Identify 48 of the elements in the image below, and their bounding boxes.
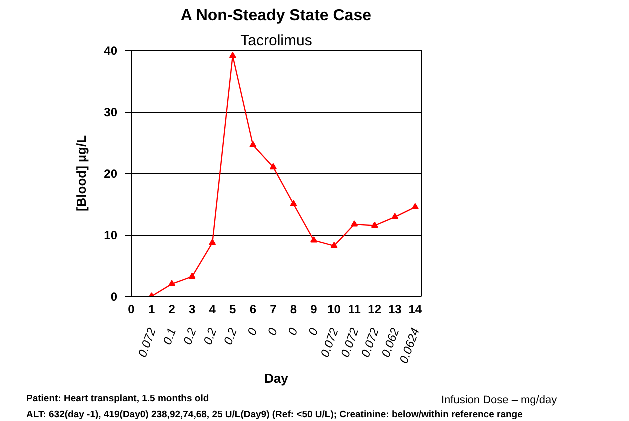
point [330, 242, 338, 248]
text: 0.1 [160, 326, 180, 347]
point [290, 200, 298, 206]
text: 0.2 [221, 326, 240, 347]
chart-title: A Non-Steady State Case [180, 8, 372, 24]
x-tick-label: 2 [168, 302, 176, 316]
text: 0.072 [135, 326, 159, 360]
text: 0.2 [200, 326, 220, 347]
text: Infusion Dose – mg/day [442, 394, 558, 406]
y-axis-title: [Blood] µg/L [74, 135, 90, 212]
x-tick-label: 6 [250, 302, 257, 316]
x-tick-label: 12 [368, 302, 382, 316]
text: 0 [265, 326, 281, 338]
x-tick-label: 4 [209, 302, 216, 316]
y-tick-label: 0 [110, 290, 118, 304]
point [412, 203, 419, 210]
x-tick-label: 3 [189, 302, 196, 316]
point [188, 272, 196, 280]
x-tick-label: 9 [310, 302, 318, 316]
y-tick-label: 40 [104, 44, 118, 58]
point [371, 222, 378, 228]
text: 0 [244, 326, 260, 338]
point [229, 52, 236, 58]
text: ALT: 632(day -1), 419(Day0) 238,92,74,68, 25 U/L(Day9) (Ref: <50 U/L); Creatinine: below/within reference range [26, 410, 523, 420]
x-tick-label: 13 [388, 302, 402, 316]
point [270, 163, 277, 170]
y-tick-label: 30 [104, 106, 118, 120]
point [250, 141, 257, 148]
y-tick-label: 20 [104, 167, 118, 181]
point [310, 236, 318, 243]
x-axis-title: Day [264, 371, 290, 386]
x-tick-label: 5 [230, 302, 237, 316]
point [168, 280, 176, 286]
text: 0 [285, 326, 301, 338]
x-tick-label: 7 [270, 302, 278, 316]
text: 0.2 [180, 326, 200, 347]
point [392, 213, 399, 220]
chart-subtitle: Tacrolimus [240, 32, 312, 50]
x-tick-label: 10 [328, 302, 342, 316]
x-tick-label: 1 [148, 302, 156, 316]
y-tick-label: 10 [104, 228, 118, 242]
x-tick-label: 8 [290, 302, 298, 316]
point [209, 239, 216, 246]
point [351, 220, 358, 227]
x-tick-label: 14 [408, 302, 422, 316]
text: Patient: Heart transplant, 1.5 months old [26, 394, 210, 404]
x-tick-label: 11 [348, 302, 362, 316]
x-tick-label: 0 [128, 302, 136, 316]
